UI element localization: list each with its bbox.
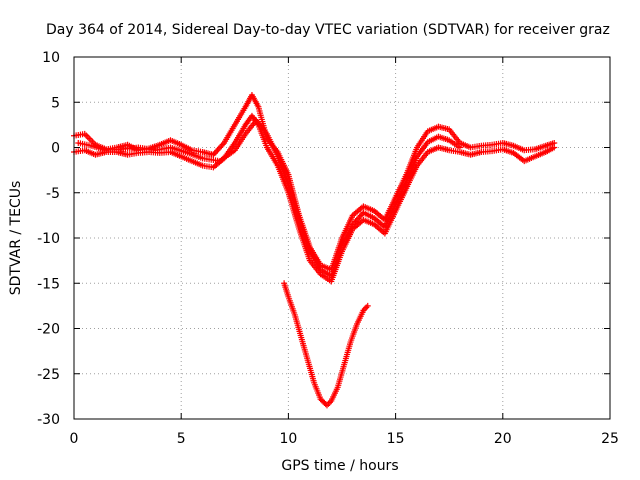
chart-title: Day 364 of 2014, Sidereal Day-to-day VTE…	[46, 22, 610, 38]
y-tick-label: -5	[46, 186, 60, 202]
y-tick-label: -30	[37, 412, 60, 428]
y-tick-label: -15	[37, 276, 60, 292]
data-points	[71, 92, 558, 409]
x-tick-label: 20	[494, 431, 512, 447]
y-tick-label: 10	[42, 50, 60, 66]
y-axis-label: SDTVAR / TECUs	[8, 181, 24, 296]
plot-frame	[73, 56, 611, 420]
series-lower-arc	[281, 280, 371, 409]
y-tick-label: 5	[51, 95, 60, 111]
y-tick-label: -20	[37, 322, 60, 338]
x-tick-label: 0	[70, 431, 79, 447]
x-tick-label: 5	[177, 431, 186, 447]
y-tick-label: -25	[37, 367, 60, 383]
series-main-band-C	[75, 117, 463, 280]
x-axis-label: GPS time / hours	[281, 458, 398, 474]
ticks: 0 5 10 15 20 25 -30 -25 -20 -15 -10 -5 0 5 10	[37, 50, 619, 447]
data-point	[456, 144, 463, 151]
series-main-band-A	[71, 92, 558, 273]
y-tick-label: -10	[37, 231, 60, 247]
data-point	[551, 144, 558, 151]
y-tick-label: 0	[51, 141, 60, 157]
x-tick-label: 25	[601, 431, 619, 447]
data-point	[364, 302, 371, 309]
x-tick-label: 10	[279, 431, 297, 447]
x-tick-label: 15	[387, 431, 405, 447]
